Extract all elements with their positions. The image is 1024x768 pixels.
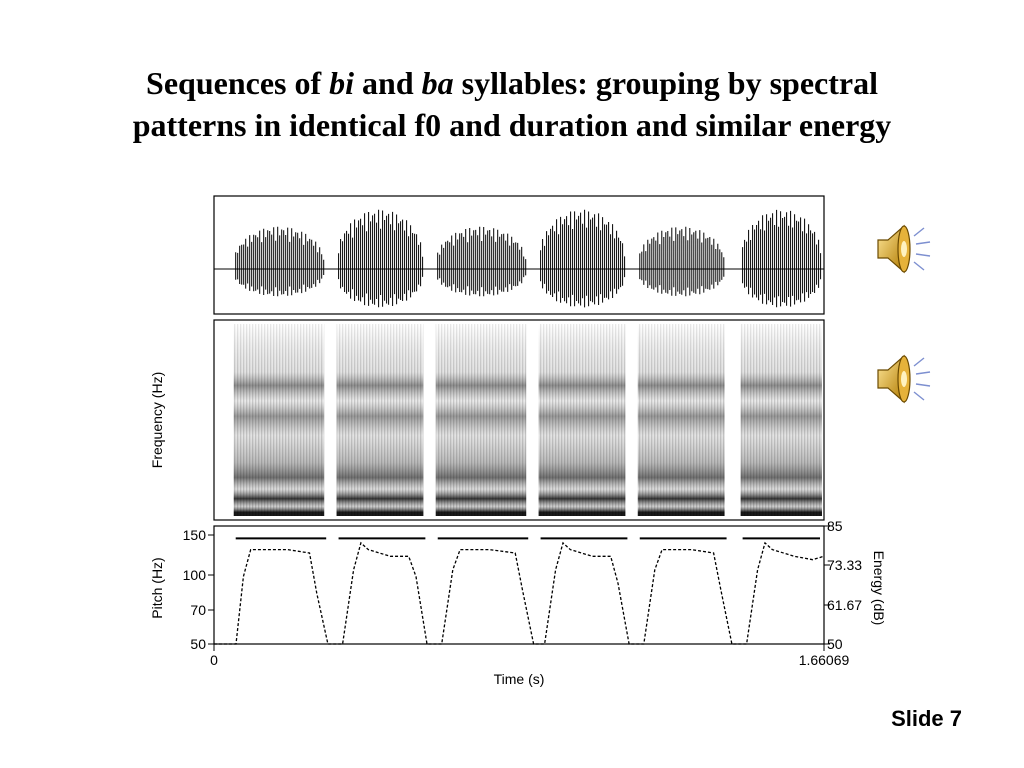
title-text: syllables: grouping by spectral — [453, 65, 878, 101]
title-line-2: patterns in identical f0 and duration an… — [132, 107, 892, 143]
energy-tick-label: 61.67 — [827, 597, 862, 613]
speaker-icon[interactable] — [874, 218, 936, 280]
pitch-axis-label: Pitch (Hz) — [149, 557, 165, 618]
pitch-frame — [213, 525, 825, 645]
energy-tick-label: 73.33 — [827, 557, 862, 573]
spectrogram-panel: Frequency (Hz) — [149, 319, 825, 521]
spectrogram-formant-shading — [336, 324, 424, 516]
waveform-frame — [213, 195, 825, 315]
slide-title: Sequences of bi and ba syllables: groupi… — [0, 62, 1024, 146]
spectrogram-formant-shading — [538, 324, 626, 516]
waveform-burst — [437, 226, 527, 297]
title-ba: ba — [421, 65, 454, 101]
waveform-burst — [338, 209, 424, 308]
title-line-1: Sequences of bi and ba syllables: groupi… — [0, 62, 1024, 104]
pitch-tick-label: 50 — [190, 636, 206, 652]
title-text: and — [354, 65, 422, 101]
pitch-axis: 150 100 70 50 Pitch (Hz) — [149, 527, 214, 652]
title-text: Sequences of — [146, 65, 330, 101]
energy-series — [214, 541, 824, 645]
waveform-burst — [639, 226, 725, 297]
pitch-energy-panel: 150 100 70 50 Pitch (Hz) 85 73.33 61.67 … — [149, 518, 887, 687]
waveform-burst — [540, 209, 626, 308]
spectrogram-formant-shading — [233, 324, 325, 516]
waveform-burst — [235, 226, 325, 297]
time-tick-label: 1.66069 — [799, 652, 850, 668]
waveform-panel — [213, 195, 825, 315]
waveform-bursts — [235, 209, 822, 308]
speaker-icon[interactable] — [874, 348, 936, 410]
time-axis-label: Time (s) — [494, 671, 545, 687]
energy-axis: 85 73.33 61.67 50 Energy (dB) — [824, 518, 887, 652]
pitch-tick-label: 70 — [190, 602, 206, 618]
energy-tick-label: 85 — [827, 518, 843, 534]
pitch-tick-label: 150 — [183, 527, 207, 543]
slide-number: Slide 7 — [891, 706, 962, 731]
speaker-icon-graphic — [877, 354, 931, 404]
title-bi: bi — [329, 65, 355, 101]
spectrogram-formant-shading — [740, 324, 822, 516]
pitch-tick-label: 100 — [183, 567, 207, 583]
spectrogram-formant-shading — [435, 324, 527, 516]
energy-tick-label: 50 — [827, 636, 843, 652]
waveform-burst — [742, 209, 822, 308]
speaker-icon-graphic — [877, 224, 931, 274]
spectrogram-formant-shading — [637, 324, 725, 516]
frequency-axis-label: Frequency (Hz) — [149, 372, 165, 468]
spectrogram-blocks — [233, 324, 822, 516]
time-tick-label: 0 — [210, 652, 218, 668]
time-axis: 0 1.66069 Time (s) — [210, 644, 850, 687]
energy-axis-label: Energy (dB) — [871, 551, 887, 626]
